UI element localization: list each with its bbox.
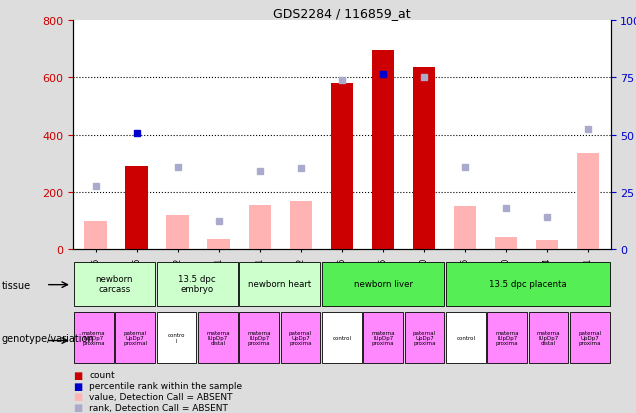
Text: tissue: tissue <box>1 280 31 290</box>
Text: 13.5 dpc
embryo: 13.5 dpc embryo <box>178 274 216 294</box>
Bar <box>529 312 569 363</box>
Text: genotype/variation: genotype/variation <box>1 334 94 344</box>
Bar <box>322 312 362 363</box>
Bar <box>413 68 435 250</box>
Bar <box>239 312 279 363</box>
Text: materna
lUpDp7
proxima: materna lUpDp7 proxima <box>495 330 519 346</box>
Bar <box>125 167 148 250</box>
Bar <box>167 216 189 250</box>
Bar <box>115 312 155 363</box>
Text: 13.5 dpc placenta: 13.5 dpc placenta <box>489 280 567 288</box>
Bar <box>453 207 476 250</box>
Text: materna
lUpDp7
proxima: materna lUpDp7 proxima <box>247 330 271 346</box>
Bar <box>156 262 238 306</box>
Bar <box>487 312 527 363</box>
Text: paternal
UpDp7
proxima: paternal UpDp7 proxima <box>289 330 312 346</box>
Text: ■: ■ <box>73 381 83 391</box>
Bar <box>404 312 445 363</box>
Text: materna
lUpDp7
proxima: materna lUpDp7 proxima <box>82 330 106 346</box>
Text: paternal
UpDp7
proxima: paternal UpDp7 proxima <box>578 330 602 346</box>
Bar <box>156 312 197 363</box>
Text: control: control <box>457 335 475 340</box>
Text: paternal
UpDp7
proximal: paternal UpDp7 proximal <box>123 330 147 346</box>
Text: ■: ■ <box>73 402 83 412</box>
Text: value, Detection Call = ABSENT: value, Detection Call = ABSENT <box>89 392 233 401</box>
Text: newborn liver: newborn liver <box>354 280 413 288</box>
Text: rank, Detection Call = ABSENT: rank, Detection Call = ABSENT <box>89 403 228 412</box>
Text: materna
lUpDp7
distal: materna lUpDp7 distal <box>537 330 560 346</box>
Bar <box>74 262 155 306</box>
Text: percentile rank within the sample: percentile rank within the sample <box>89 381 242 390</box>
Text: ■: ■ <box>73 392 83 401</box>
Bar <box>446 262 610 306</box>
Bar <box>289 201 312 250</box>
Text: newborn
carcass: newborn carcass <box>96 274 133 294</box>
Text: count: count <box>89 370 114 380</box>
Bar <box>371 51 394 250</box>
Text: materna
lUpDp7
proxima: materna lUpDp7 proxima <box>371 330 395 346</box>
Text: paternal
UpDp7
proxima: paternal UpDp7 proxima <box>413 330 436 346</box>
Bar <box>85 221 107 250</box>
Bar <box>198 312 238 363</box>
Bar <box>446 312 486 363</box>
Bar <box>249 205 271 250</box>
Bar <box>207 240 230 250</box>
Bar <box>536 240 558 250</box>
Bar <box>280 312 321 363</box>
Text: contro
l: contro l <box>168 332 185 343</box>
Title: GDS2284 / 116859_at: GDS2284 / 116859_at <box>273 7 411 19</box>
Bar <box>322 262 445 306</box>
Text: newborn heart: newborn heart <box>248 280 312 288</box>
Text: control: control <box>333 335 351 340</box>
Bar <box>577 154 599 250</box>
Bar <box>331 84 353 250</box>
Bar <box>495 238 517 250</box>
Bar <box>74 312 114 363</box>
Bar <box>570 312 610 363</box>
Text: materna
lUpDp7
distal: materna lUpDp7 distal <box>206 330 230 346</box>
Bar <box>239 262 321 306</box>
Bar <box>363 312 403 363</box>
Text: ■: ■ <box>73 370 83 380</box>
